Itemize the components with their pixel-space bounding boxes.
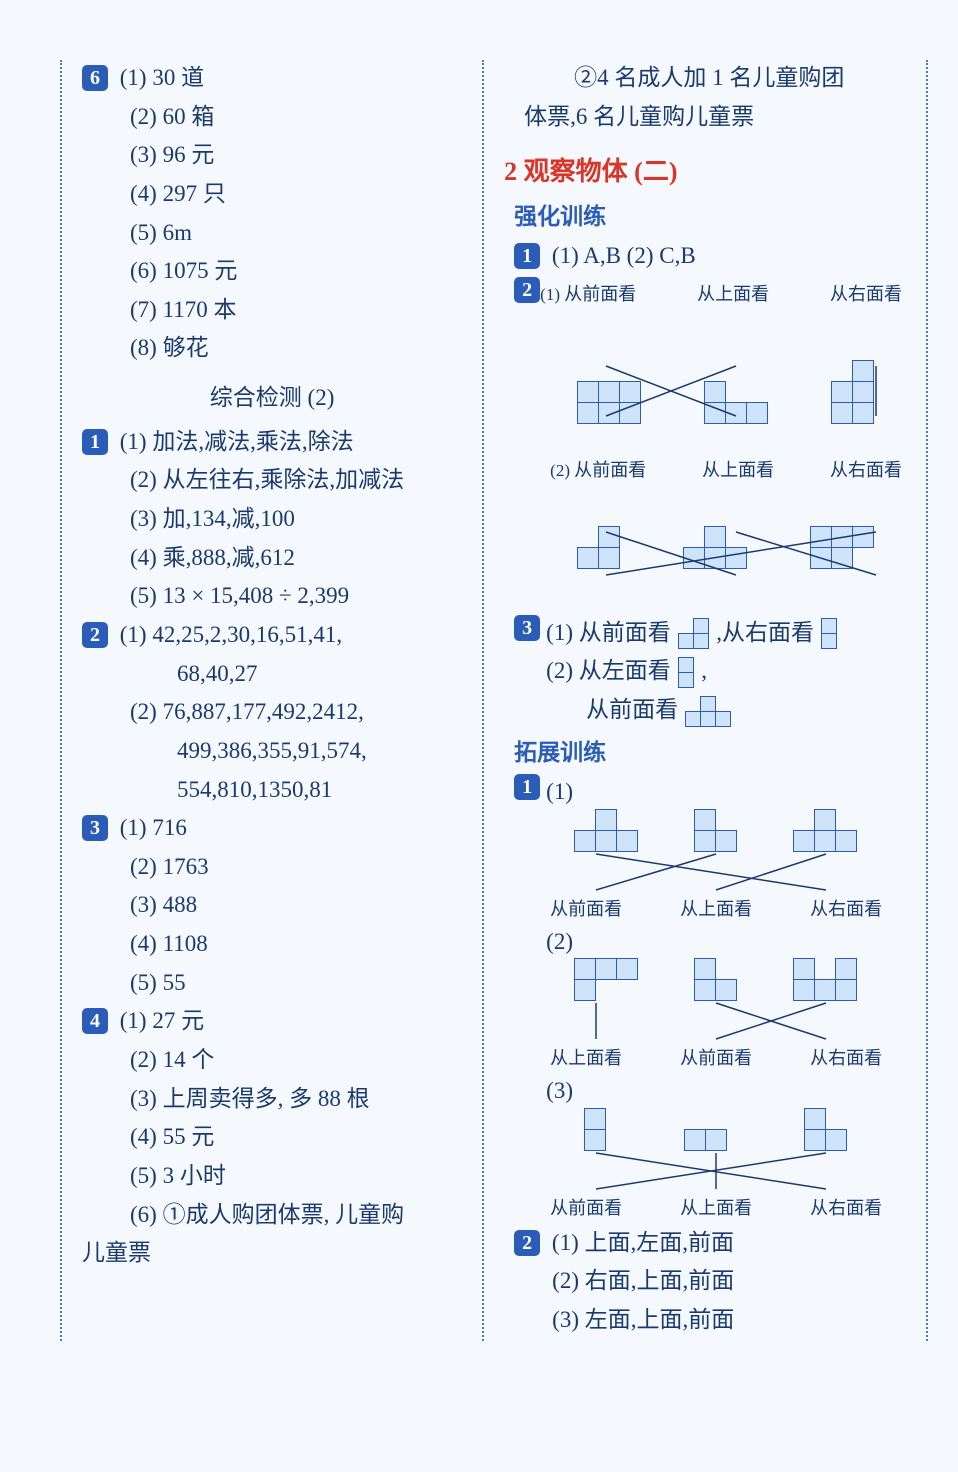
q6-item: (4) 297 只 xyxy=(82,176,462,212)
shape-icon xyxy=(679,619,709,649)
q4-item: 儿童票 xyxy=(82,1235,462,1271)
q1-head: 1 (1) 加法,减法,乘法,除法 xyxy=(82,424,462,460)
diagram-q2-1 xyxy=(546,361,906,451)
sub-title: 强化训练 xyxy=(514,199,906,235)
q1-item: (5) 13 × 15,408 ÷ 2,399 xyxy=(82,578,462,614)
rq2: 2 (1) 从前面看 从上面看 从右面看 xyxy=(504,277,906,613)
tz1-2: (2) xyxy=(546,924,906,1074)
q3-item: (4) 1108 xyxy=(82,926,462,962)
shape-icon xyxy=(794,810,857,852)
q2-line: 68,40,27 xyxy=(82,656,462,692)
badge-1: 1 xyxy=(514,243,540,269)
shape-icon xyxy=(685,1130,727,1151)
rq3-line: 从前面看 xyxy=(546,692,839,728)
shape-icon xyxy=(575,810,638,852)
labels-row: (2) 从前面看 从上面看 从右面看 xyxy=(546,457,906,485)
rq1: 1 (1) A,B (2) C,B xyxy=(504,238,906,274)
q3-item: (3) 488 xyxy=(82,887,462,923)
q3-item: (2) 1763 xyxy=(82,849,462,885)
q1-item: (1) 加法,减法,乘法,除法 xyxy=(120,429,354,454)
right-column: ②4 名成人加 1 名儿童购团 体票,6 名儿童购儿童票 2 观察物体 (二) … xyxy=(484,60,928,1341)
badge-1: 1 xyxy=(82,429,108,455)
badge-3: 3 xyxy=(82,815,108,841)
shape-icon xyxy=(822,619,837,649)
q2-line: 554,810,1350,81 xyxy=(82,772,462,808)
q2-head: 2 (1) 42,25,2,30,16,51,41, xyxy=(82,617,462,653)
q4-item: (6) ①成人购团体票, 儿童购 xyxy=(82,1197,462,1233)
page: 6 (1) 30 道 (2) 60 箱 (3) 96 元 (4) 297 只 (… xyxy=(0,0,958,1381)
rq1-text: (1) A,B (2) C,B xyxy=(552,243,696,268)
match-lines-icon xyxy=(546,1151,886,1191)
shape-icon xyxy=(705,382,768,424)
q1-item: (2) 从左往右,乘除法,加减法 xyxy=(82,462,462,498)
match-lines-icon xyxy=(546,1001,886,1041)
rq3: 3 (1) 从前面看 ,从右面看 (2) 从左面看 , 从前面看 xyxy=(504,615,906,731)
shape-icon xyxy=(832,361,874,424)
shape-icon xyxy=(578,382,641,424)
q2-line: (1) 42,25,2,30,16,51,41, xyxy=(120,622,342,647)
cont-line: 体票,6 名儿童购儿童票 xyxy=(504,99,906,135)
q3-item: (1) 716 xyxy=(120,815,187,840)
shape-icon xyxy=(794,959,857,1001)
badge-1: 1 xyxy=(514,774,540,800)
match-lines-icon xyxy=(546,852,886,892)
rq3-line: (2) 从左面看 , xyxy=(546,653,839,689)
shape-icon xyxy=(695,810,737,852)
q4-head: 4 (1) 27 元 xyxy=(82,1003,462,1039)
cont-line: ②4 名成人加 1 名儿童购团 xyxy=(504,60,906,96)
badge-2: 2 xyxy=(514,1230,540,1256)
shape-icon xyxy=(585,1109,606,1151)
tz2-head: 2 (1) 上面,左面,前面 xyxy=(504,1225,906,1261)
q4-item: (4) 55 元 xyxy=(82,1119,462,1155)
shape-icon xyxy=(578,527,620,569)
q4-item: (1) 27 元 xyxy=(120,1008,204,1033)
q1-item: (4) 乘,888,减,612 xyxy=(82,540,462,576)
sub-title: 拓展训练 xyxy=(514,735,906,771)
q6-item: (7) 1170 本 xyxy=(82,292,462,328)
q2-line: 499,386,355,91,574, xyxy=(82,733,462,769)
q3-head: 3 (1) 716 xyxy=(82,810,462,846)
shape-icon xyxy=(575,959,638,1001)
q3-item: (5) 55 xyxy=(82,965,462,1001)
tz2-item: (1) 上面,左面,前面 xyxy=(552,1230,734,1255)
q6-item-1: (1) 30 道 xyxy=(120,65,204,90)
badge-6: 6 xyxy=(82,65,108,91)
tz1-3: (3) xyxy=(546,1073,906,1223)
q6-item: (5) 6m xyxy=(82,215,462,251)
tz1: 1 (1) xyxy=(504,774,906,1223)
unit-title: 2 观察物体 (二) xyxy=(504,152,906,192)
badge-2: 2 xyxy=(82,622,108,648)
q4-item: (2) 14 个 xyxy=(82,1042,462,1078)
q6-item: (6) 1075 元 xyxy=(82,253,462,289)
q6-item: (2) 60 箱 xyxy=(82,99,462,135)
q4-item: (5) 3 小时 xyxy=(82,1158,462,1194)
rq3-line: (1) 从前面看 ,从右面看 xyxy=(546,615,839,651)
q1-item: (3) 加,134,减,100 xyxy=(82,501,462,537)
shape-icon xyxy=(811,527,874,569)
labels-row: (1) 从前面看 从上面看 从右面看 xyxy=(546,281,906,309)
badge-2: 2 xyxy=(514,277,540,303)
tz2-item: (2) 右面,上面,前面 xyxy=(504,1263,906,1299)
shape-icon xyxy=(686,697,731,727)
shape-icon xyxy=(695,959,737,1001)
shape-icon xyxy=(805,1109,847,1151)
q6-item: (8) 够花 xyxy=(82,330,462,366)
shape-icon xyxy=(679,658,694,688)
q6-item: (3) 96 元 xyxy=(82,137,462,173)
badge-3: 3 xyxy=(514,615,540,641)
q6-head: 6 (1) 30 道 xyxy=(82,60,462,96)
left-column: 6 (1) 30 道 (2) 60 箱 (3) 96 元 (4) 297 只 (… xyxy=(60,60,484,1341)
q2-line: (2) 76,887,177,492,2412, xyxy=(82,694,462,730)
tz2-item: (3) 左面,上面,前面 xyxy=(504,1302,906,1338)
badge-4: 4 xyxy=(82,1008,108,1034)
diagram-q2-2 xyxy=(546,527,906,607)
q4-item: (3) 上周卖得多, 多 88 根 xyxy=(82,1081,462,1117)
section-title: 综合检测 (2) xyxy=(82,380,462,416)
shape-icon xyxy=(684,527,747,569)
tz1-1: (1) xyxy=(546,774,906,924)
